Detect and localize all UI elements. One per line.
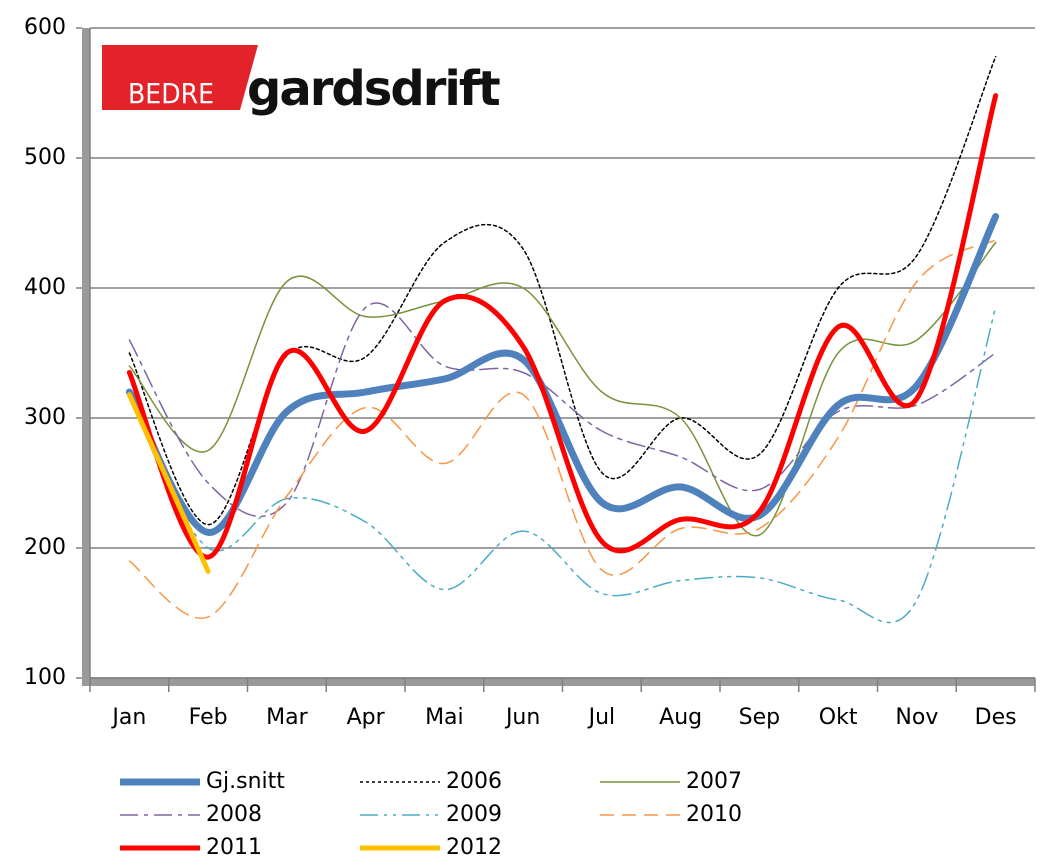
x-tick-label: Jun <box>504 705 540 730</box>
x-tick-label: Feb <box>189 705 228 730</box>
series-line <box>126 392 211 574</box>
x-tick-label: Nov <box>895 705 938 730</box>
y-tick-label: 500 <box>24 145 66 170</box>
series-line <box>128 302 997 518</box>
legend-label: 2007 <box>686 769 742 794</box>
series-line <box>128 239 997 619</box>
legend-label: 2008 <box>206 802 262 827</box>
logo: BEDRE gardsdrift <box>102 45 502 117</box>
x-tick-label: Apr <box>347 705 386 730</box>
legend-label: Gj.snitt <box>206 769 285 794</box>
y-tick-label: 200 <box>24 535 66 560</box>
legend-label: 2010 <box>686 802 742 827</box>
legend-label: 2012 <box>446 835 502 860</box>
axis-shadow <box>82 678 1035 686</box>
logo-left: BEDRE <box>128 77 214 110</box>
legend-label: 2006 <box>446 769 502 794</box>
y-tick-label: 300 <box>24 405 66 430</box>
x-tick-label: Jan <box>110 705 146 730</box>
x-tick-label: Sep <box>739 705 780 730</box>
series-line <box>126 93 999 560</box>
y-tick-label: 100 <box>24 665 66 690</box>
legend-label: 2009 <box>446 802 502 827</box>
logo-right: gardsdrift <box>247 61 500 117</box>
y-tick-label: 400 <box>24 275 66 300</box>
x-tick-label: Aug <box>659 705 702 730</box>
x-tick-label: Mai <box>425 705 464 730</box>
y-tick-label: 600 <box>24 15 66 40</box>
x-tick-label: Okt <box>819 705 858 730</box>
series-line <box>125 213 1000 536</box>
axis-shadow <box>82 28 90 686</box>
series-line <box>128 241 997 537</box>
legend-label: 2011 <box>206 835 262 860</box>
logo-box <box>102 45 258 110</box>
x-tick-label: Mar <box>266 705 308 730</box>
series-line <box>128 306 997 624</box>
x-tick-label: Jul <box>587 705 616 730</box>
x-tick-label: Des <box>975 705 1017 730</box>
